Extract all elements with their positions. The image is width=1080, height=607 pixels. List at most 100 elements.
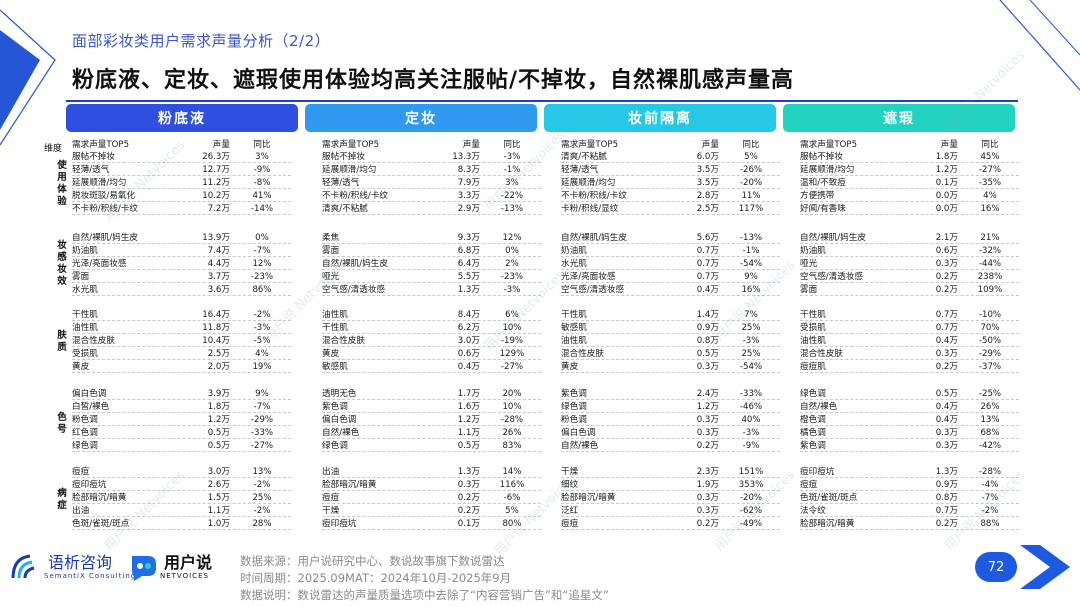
volume-value: 9.3万 bbox=[457, 233, 480, 243]
table-row: 橙色调 0.4万 13% bbox=[800, 414, 1019, 426]
table-row: 清爽/不粘腻 6.0万 5% bbox=[561, 151, 780, 163]
table-row: 偏白色调 1.2万 -28% bbox=[322, 414, 541, 426]
volume-value: 0.2万 bbox=[935, 272, 958, 282]
table-row: 柔焦 9.3万 12% bbox=[322, 232, 541, 244]
volume-value: 6.4万 bbox=[457, 259, 480, 269]
need-name: 自然/裸色 bbox=[322, 428, 360, 438]
yoy-value: 12% bbox=[502, 233, 522, 243]
need-name: 痘痘 bbox=[800, 480, 818, 490]
yoy-value: -28% bbox=[978, 467, 1002, 477]
yoy-value: 117% bbox=[738, 204, 764, 214]
yoy-value: -62% bbox=[739, 506, 763, 516]
table-row: 痘印痘坑 1.3万 -28% bbox=[800, 466, 1019, 478]
need-name: 细纹 bbox=[561, 480, 579, 490]
yoy-value: -13% bbox=[500, 204, 524, 214]
yoy-value: 10% bbox=[502, 402, 522, 412]
netvoices-logo-name: 用户说 bbox=[164, 553, 213, 572]
table-head-cell: 同比 bbox=[742, 140, 760, 150]
yoy-value: -3% bbox=[742, 428, 760, 438]
volume-value: 1.0万 bbox=[207, 519, 230, 529]
yoy-value: -13% bbox=[739, 233, 763, 243]
yoy-value: -50% bbox=[978, 336, 1002, 346]
table-head-cell: 需求声量TOP5 bbox=[322, 140, 380, 150]
volume-value: 7.9万 bbox=[457, 178, 480, 188]
need-name: 油性肌 bbox=[322, 310, 348, 320]
yoy-value: -28% bbox=[500, 415, 524, 425]
table-row: 延展顺滑/均匀 8.3万 -1% bbox=[322, 164, 541, 176]
yoy-value: -6% bbox=[503, 493, 521, 503]
need-name: 脸部暗沉/暗黄 bbox=[561, 493, 616, 503]
volume-value: 0.5万 bbox=[457, 441, 480, 451]
yoy-value: -44% bbox=[978, 259, 1002, 269]
table-head-cell: 同比 bbox=[253, 140, 271, 150]
table-row: 出油 1.3万 14% bbox=[322, 466, 541, 478]
yoy-value: 26% bbox=[502, 428, 522, 438]
table-row: 哑光 0.3万 -44% bbox=[800, 258, 1019, 270]
table-row: 雾面 6.8万 0% bbox=[322, 245, 541, 257]
need-name: 受损肌 bbox=[800, 323, 826, 333]
need-name: 脸部暗沉/暗黄 bbox=[72, 493, 127, 503]
yoy-value: -3% bbox=[503, 152, 521, 162]
table-row: 绿色调 0.5万 -27% bbox=[72, 440, 291, 452]
need-name: 偏白色调 bbox=[561, 428, 596, 438]
volume-value: 0.2万 bbox=[935, 362, 958, 372]
need-name: 橘色调 bbox=[800, 428, 826, 438]
need-name: 干燥 bbox=[322, 506, 340, 516]
volume-value: 1.9万 bbox=[696, 480, 719, 490]
need-name: 空气感/清透妆感 bbox=[561, 285, 625, 295]
yoy-value: 109% bbox=[977, 285, 1003, 295]
yoy-value: 11% bbox=[741, 191, 761, 201]
table-row: 受损肌 0.7万 70% bbox=[800, 322, 1019, 334]
volume-value: 13.3万 bbox=[452, 152, 480, 162]
table-row: 不卡粉/积线/卡纹 2.8万 11% bbox=[561, 190, 780, 202]
table-head-cell: 需求声量TOP5 bbox=[72, 140, 130, 150]
yoy-value: 238% bbox=[977, 272, 1003, 282]
yoy-value: -19% bbox=[500, 336, 524, 346]
netvoices-logo-icon bbox=[132, 556, 156, 581]
table-row: 敏感肌 0.4万 -27% bbox=[322, 361, 541, 373]
need-name: 雾面 bbox=[800, 285, 818, 295]
table-row: 痘印痘坑 2.6万 -2% bbox=[72, 479, 291, 491]
table-row: 色斑/雀斑/斑点 0.8万 -7% bbox=[800, 492, 1019, 504]
need-name: 温和/不致痘 bbox=[800, 178, 846, 188]
volume-value: 2.5万 bbox=[207, 349, 230, 359]
volume-value: 6.0万 bbox=[696, 152, 719, 162]
dimension-group-skin-type: 肤质 bbox=[57, 330, 67, 353]
need-name: 油性肌 bbox=[72, 323, 98, 333]
data-source-note: 数据来源：用户说研究中心、数说故事旗下数说雷达 时间周期：2025.09MAT：… bbox=[240, 553, 609, 604]
need-name: 不卡粉/积线/卡纹 bbox=[322, 191, 388, 201]
table-head-row: 需求声量TOP5 声量 同比 bbox=[561, 139, 780, 151]
need-name: 混合性皮肤 bbox=[72, 336, 115, 346]
need-name: 卡粉/积线/显纹 bbox=[561, 204, 619, 214]
yoy-value: -23% bbox=[250, 272, 274, 282]
table-row: 油性肌 11.8万 -3% bbox=[72, 322, 291, 334]
need-name: 出油 bbox=[72, 506, 90, 516]
need-name: 橙色调 bbox=[800, 415, 826, 425]
yoy-value: 25% bbox=[741, 349, 761, 359]
need-name: 奶油肌 bbox=[72, 246, 98, 256]
volume-value: 1.3万 bbox=[457, 467, 480, 477]
page-headline: 粉底液、定妆、遮瑕使用体验均高关注服帖/不掉妆，自然裸肌感声量高 bbox=[72, 68, 795, 93]
volume-value: 11.8万 bbox=[202, 323, 230, 333]
need-name: 方便携带 bbox=[800, 191, 835, 201]
need-name: 油性肌 bbox=[561, 336, 587, 346]
yoy-value: 3% bbox=[255, 152, 269, 162]
need-name: 偏白色调 bbox=[72, 389, 107, 399]
yoy-value: 80% bbox=[502, 519, 522, 529]
page-number: 72 bbox=[975, 552, 1017, 582]
yoy-value: -3% bbox=[742, 336, 760, 346]
need-name: 延展顺滑/均匀 bbox=[322, 165, 377, 175]
volume-value: 1.5万 bbox=[207, 493, 230, 503]
table-row: 痘痘 0.2万 -49% bbox=[561, 518, 780, 530]
table-row: 空气感/清透妆感 0.2万 238% bbox=[800, 271, 1019, 283]
netvoices-logo: 用户说 NETVOICES bbox=[128, 552, 212, 582]
table-head-cell: 需求声量TOP5 bbox=[561, 140, 619, 150]
need-name: 粉色调 bbox=[72, 415, 98, 425]
volume-value: 1.2万 bbox=[207, 415, 230, 425]
yoy-value: 68% bbox=[980, 428, 1000, 438]
column-header-setting: 定妆 bbox=[305, 104, 537, 132]
volume-value: 0.7万 bbox=[935, 310, 958, 320]
need-name: 空气感/清透妆感 bbox=[322, 285, 386, 295]
table-row: 偏白色调 3.9万 9% bbox=[72, 388, 291, 400]
section-kicker: 面部彩妆类用户需求声量分析（2/2） bbox=[72, 32, 331, 50]
